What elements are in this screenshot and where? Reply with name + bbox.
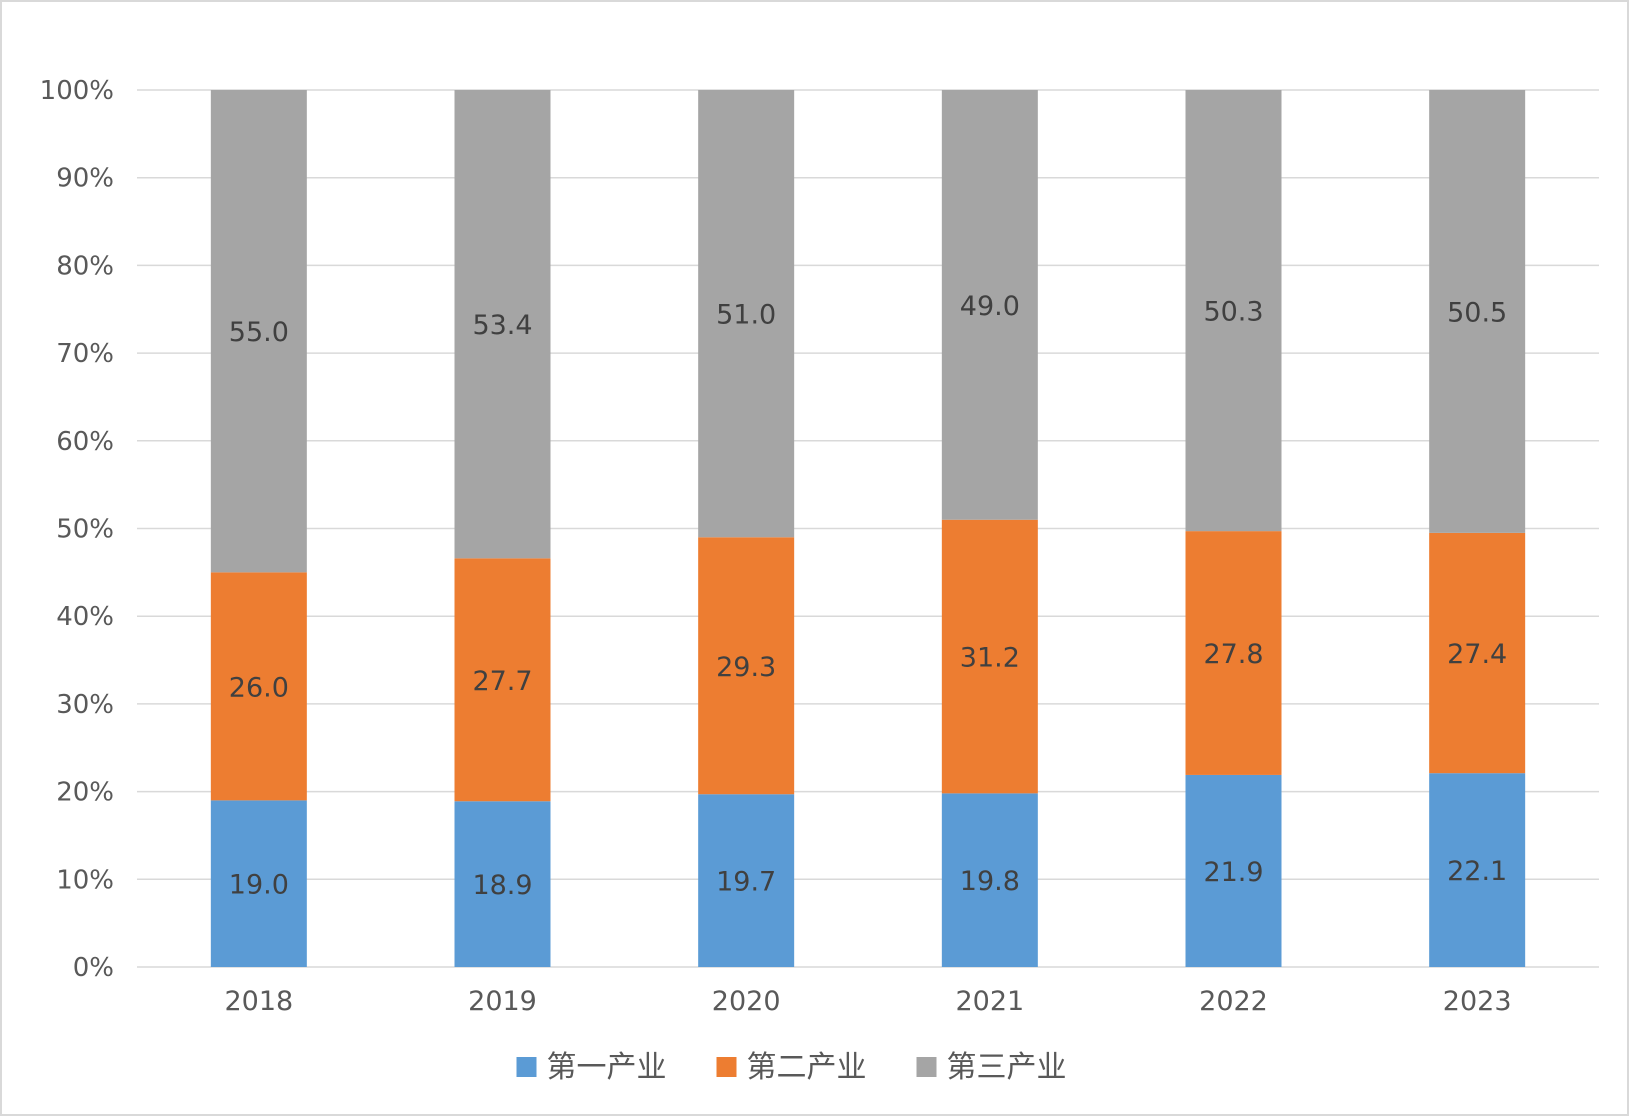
bar-segment — [1185, 774, 1282, 967]
y-tick-label: 50% — [56, 515, 114, 545]
y-tick-label: 60% — [56, 427, 114, 457]
bar-segment — [941, 90, 1038, 520]
legend-label: 第一产业 — [547, 1050, 667, 1085]
legend-label: 第三产业 — [947, 1050, 1067, 1085]
data-label: 21.9 — [1203, 857, 1263, 888]
data-label: 19.7 — [716, 867, 776, 898]
x-tick-label: 2018 — [224, 986, 293, 1017]
data-label: 22.1 — [1447, 856, 1507, 887]
y-axis-ticks: 0% 10% 20% 30% 40% 50% 60% 70% 80% 90% 100% — [40, 76, 114, 983]
bar-segment — [210, 800, 307, 967]
legend: 第一产业 第二产业 第三产业 — [516, 1050, 1067, 1085]
bar-segment — [1429, 532, 1526, 774]
data-label: 27.7 — [472, 666, 532, 697]
data-label: 19.0 — [229, 870, 289, 901]
bar-segment — [941, 793, 1038, 967]
legend-label: 第二产业 — [747, 1050, 867, 1085]
y-tick-label: 30% — [56, 690, 114, 720]
data-label: 50.5 — [1447, 297, 1507, 328]
bar-segment — [698, 537, 795, 795]
data-label: 18.9 — [472, 870, 532, 901]
bar-segment — [698, 794, 795, 967]
legend-item: 第二产业 — [716, 1050, 867, 1085]
bar-segment — [698, 90, 795, 538]
legend-item: 第三产业 — [916, 1050, 1067, 1085]
y-tick-label: 40% — [56, 602, 114, 632]
bar-segment — [454, 558, 551, 802]
gridlines — [137, 89, 1599, 968]
data-label: 51.0 — [716, 300, 776, 331]
data-label: 27.4 — [1447, 639, 1507, 670]
y-tick-label: 90% — [56, 164, 114, 194]
x-tick-label: 2019 — [468, 986, 537, 1017]
x-tick-label: 2020 — [712, 986, 781, 1017]
bar-segment — [1429, 90, 1526, 533]
bars — [210, 90, 1526, 967]
data-label: 26.0 — [229, 672, 289, 703]
y-tick-label: 0% — [73, 953, 114, 983]
legend-swatch — [716, 1057, 737, 1077]
y-tick-label: 10% — [56, 865, 114, 895]
x-tick-label: 2022 — [1199, 986, 1268, 1017]
legend-swatch — [516, 1057, 537, 1077]
data-label: 19.8 — [960, 866, 1020, 897]
bar-segment — [210, 572, 307, 801]
legend-swatch — [916, 1057, 937, 1077]
y-tick-label: 100% — [40, 76, 114, 106]
bar-segment — [1429, 773, 1526, 967]
bar-segment — [1185, 90, 1282, 532]
x-tick-label: 2023 — [1443, 986, 1512, 1017]
data-label: 29.3 — [716, 652, 776, 683]
data-label: 55.0 — [229, 317, 289, 348]
legend-item: 第一产业 — [516, 1050, 667, 1085]
data-labels: 19.0 26.0 55.0 18.9 27.7 53.4 19.7 29.3 51.0 19.8… — [229, 291, 1507, 901]
bar-segment — [454, 90, 551, 559]
bar-segment — [1185, 531, 1282, 775]
y-tick-label: 80% — [56, 251, 114, 281]
y-tick-label: 70% — [56, 339, 114, 369]
bar-segment — [941, 519, 1038, 794]
x-axis-ticks: 2018 2019 2020 2021 2022 2023 — [224, 986, 1511, 1017]
y-tick-label: 20% — [56, 778, 114, 808]
data-label: 31.2 — [960, 643, 1020, 674]
x-tick-label: 2021 — [955, 986, 1024, 1017]
data-label: 50.3 — [1203, 297, 1263, 328]
bar-segment — [210, 90, 307, 573]
data-label: 27.8 — [1203, 639, 1263, 670]
data-label: 49.0 — [960, 291, 1020, 322]
bar-segment — [454, 801, 551, 967]
data-label: 53.4 — [472, 310, 532, 341]
